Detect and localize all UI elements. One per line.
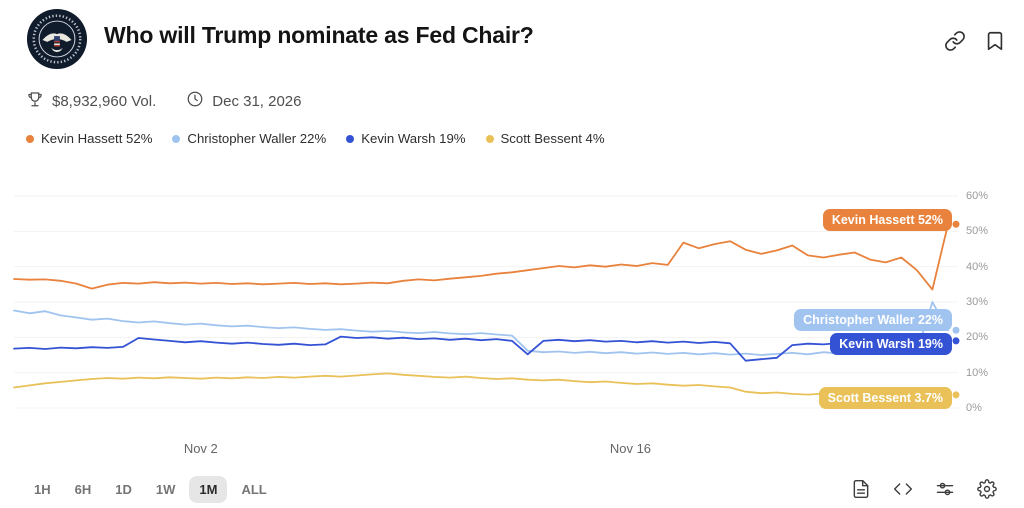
legend-label: Kevin Hassett 52% bbox=[41, 131, 153, 146]
legend-item-hassett[interactable]: Kevin Hassett 52% bbox=[26, 131, 152, 146]
series-badge-bessent: Scott Bessent 3.7% bbox=[818, 386, 952, 409]
page-title: Who will Trump nominate as Fed Chair? bbox=[104, 22, 534, 48]
clock-icon bbox=[186, 90, 204, 112]
timeframe-6h-button[interactable]: 6H bbox=[65, 476, 102, 503]
x-axis-label: Nov 2 bbox=[183, 441, 218, 456]
market-stats: $8,932,960 Vol. Dec 31, 2026 bbox=[26, 90, 302, 112]
file-text-icon bbox=[851, 479, 871, 502]
chart-settings-button[interactable] bbox=[934, 479, 956, 501]
legend-dot-hassett bbox=[26, 134, 34, 143]
timeframe-all-button[interactable]: ALL bbox=[231, 476, 276, 503]
y-axis-label: 40% bbox=[966, 260, 989, 273]
bookmark-icon bbox=[984, 31, 1006, 55]
series-badge-hassett: Kevin Hassett 52% bbox=[822, 209, 952, 232]
y-axis-label: 30% bbox=[966, 296, 989, 308]
market-logo-fed-seal-icon bbox=[26, 8, 88, 70]
y-axis-label: 50% bbox=[966, 225, 989, 238]
legend-item-waller[interactable]: Christopher Waller 22% bbox=[172, 131, 326, 146]
header-actions bbox=[944, 30, 1006, 52]
y-axis-label: 60% bbox=[966, 190, 989, 202]
embed-code-icon bbox=[893, 483, 913, 502]
y-axis-label: 0% bbox=[966, 402, 982, 414]
x-axis-label: Nov 16 bbox=[609, 441, 652, 456]
timeframe-1d-button[interactable]: 1D bbox=[105, 476, 142, 503]
volume-text: $8,932,960 Vol. bbox=[52, 92, 157, 110]
legend-dot-waller bbox=[172, 134, 181, 143]
timeframe-1h-button[interactable]: 1H bbox=[24, 476, 61, 503]
legend-dot-warsh bbox=[346, 134, 355, 143]
legend-item-warsh[interactable]: Kevin Warsh 19% bbox=[346, 131, 466, 146]
trophy-icon bbox=[26, 90, 44, 112]
series-badge-waller: Christopher Waller 22% bbox=[794, 309, 952, 332]
timeframe-selector: 1H 6H 1D 1W 1M ALL bbox=[24, 476, 277, 503]
legend-label: Scott Bessent 4% bbox=[500, 131, 605, 146]
settings-button[interactable] bbox=[976, 479, 998, 501]
bookmark-button[interactable] bbox=[984, 30, 1006, 52]
legend-label: Kevin Warsh 19% bbox=[361, 131, 466, 146]
sliders-icon bbox=[935, 482, 955, 502]
end-date-text: Dec 31, 2026 bbox=[212, 92, 302, 110]
legend-item-bessent[interactable]: Scott Bessent 4% bbox=[485, 131, 605, 146]
timeframe-1m-button[interactable]: 1M bbox=[189, 476, 228, 503]
link-icon bbox=[944, 31, 966, 55]
embed-button[interactable] bbox=[892, 479, 914, 501]
chart-legend: Kevin Hassett 52% Christopher Waller 22%… bbox=[26, 131, 605, 146]
y-axis-label: 10% bbox=[966, 366, 989, 379]
rules-button[interactable] bbox=[850, 479, 872, 501]
y-axis-label: 20% bbox=[966, 331, 989, 344]
series-badge-warsh: Kevin Warsh 19% bbox=[830, 332, 952, 355]
legend-label: Christopher Waller 22% bbox=[187, 131, 327, 146]
copy-link-button[interactable] bbox=[944, 30, 966, 52]
legend-dot-bessent bbox=[485, 134, 494, 143]
chart-tools bbox=[850, 479, 998, 501]
gear-icon bbox=[977, 479, 997, 502]
timeframe-1w-button[interactable]: 1W bbox=[146, 476, 186, 503]
